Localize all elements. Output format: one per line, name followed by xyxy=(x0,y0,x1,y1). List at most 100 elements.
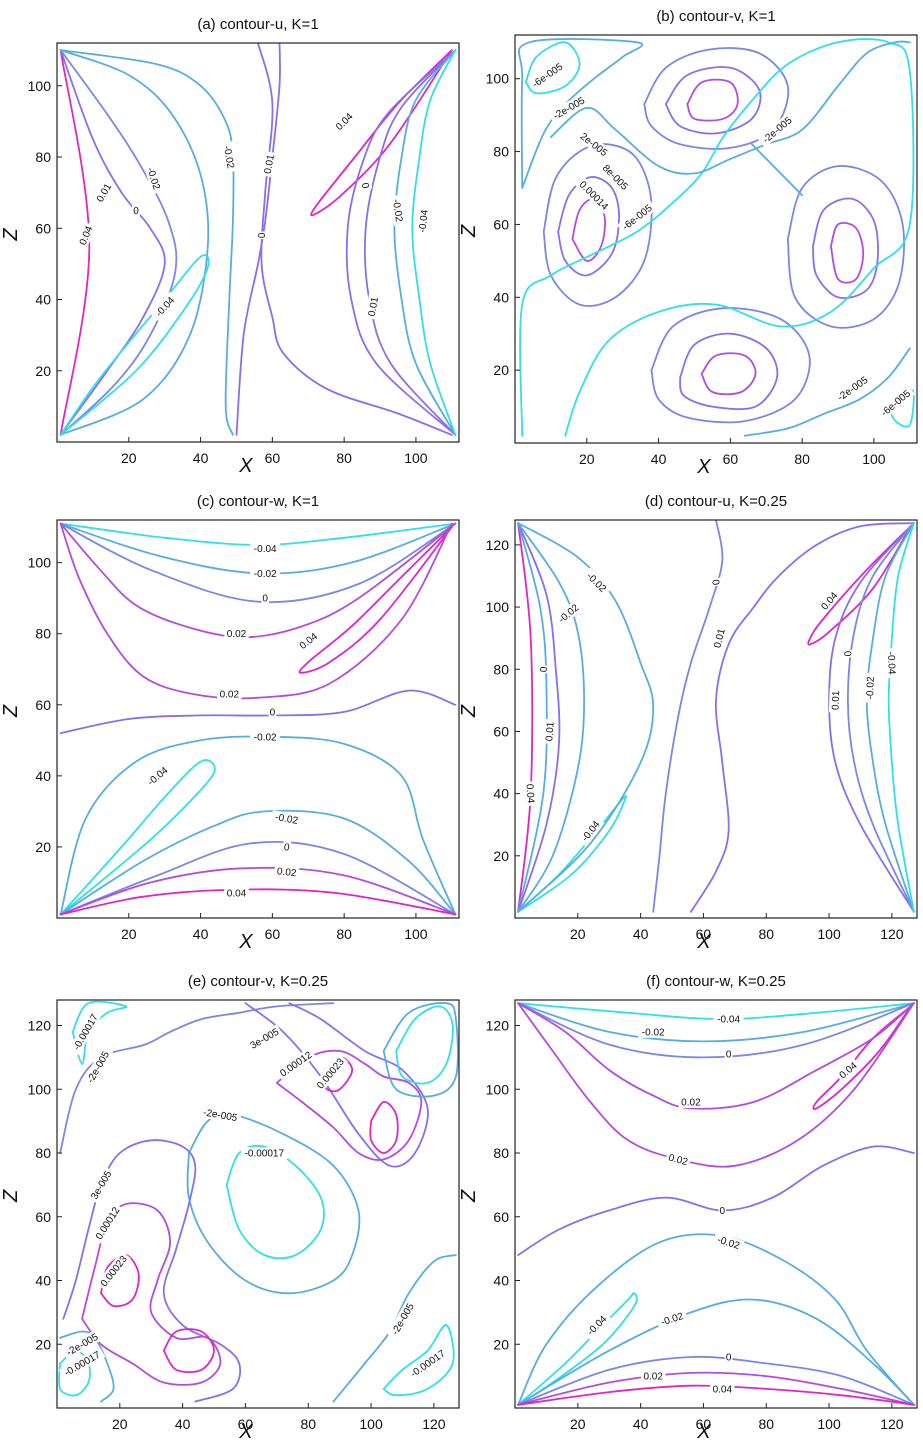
y-axis-label: Z xyxy=(0,704,22,718)
plot-frame xyxy=(56,999,460,1409)
y-tick-label: 60 xyxy=(493,723,509,739)
contour-label-text: 0 xyxy=(283,842,290,854)
contour-label: -0.02 xyxy=(655,1308,689,1330)
contour-line xyxy=(517,1355,915,1406)
contour-label-text: -2e-005 xyxy=(390,1301,417,1337)
panel-title: (e) contour-v, K=0.25 xyxy=(188,973,328,990)
contour-line xyxy=(59,759,216,916)
contour-line xyxy=(244,1002,429,1168)
contour-label-text: -0.02 xyxy=(865,676,877,700)
y-tick-label: 100 xyxy=(486,71,510,87)
contour-label-text: 0.02 xyxy=(276,866,297,879)
y-tick-label: 20 xyxy=(35,363,51,379)
y-tick-label: 80 xyxy=(493,1145,509,1161)
contour-line xyxy=(59,888,457,916)
contour-line xyxy=(828,522,915,913)
contour-line xyxy=(743,347,911,437)
contour-line xyxy=(59,49,210,436)
contour-label: 0.02 xyxy=(641,1370,666,1383)
contour-line xyxy=(643,47,790,150)
y-tick-label: 120 xyxy=(486,1018,510,1034)
contour-label-text: 0 xyxy=(359,182,371,190)
contour-label-text: -0.02 xyxy=(221,145,236,170)
contour-lines xyxy=(58,1000,459,1403)
contour-line xyxy=(59,522,457,546)
contour-label-text: 0 xyxy=(726,1353,732,1364)
y-tick-label: 60 xyxy=(493,1209,509,1225)
y-tick-label: 80 xyxy=(35,149,51,165)
y-tick-label: 100 xyxy=(28,555,52,571)
y-axis-label: Z xyxy=(0,228,22,242)
contour-label-text: 0 xyxy=(270,707,276,718)
contour-label: 0.02 xyxy=(217,688,242,701)
x-tick-label: 120 xyxy=(422,1416,446,1432)
contour-line xyxy=(650,307,811,424)
contour-label-text: 0.02 xyxy=(643,1372,663,1383)
x-tick-label: 20 xyxy=(570,1416,586,1432)
contour-line xyxy=(812,1005,912,1110)
y-tick-label: 40 xyxy=(493,786,509,802)
contour-line xyxy=(382,1324,455,1397)
contour-lines xyxy=(59,522,457,916)
contour-label-text: 8e-005 xyxy=(600,163,630,193)
contour-label: 0 xyxy=(268,705,277,718)
contour-label-text: 0.04 xyxy=(713,1384,733,1395)
panel-a: (a) contour-u, K=1 0.04 0.01 0 -0.02 -0.04 -0.… xyxy=(0,16,460,477)
contour-label: -0.04 xyxy=(581,1310,612,1340)
y-tick-label: 60 xyxy=(35,697,51,713)
contour-label-text: -6e-005 xyxy=(879,388,913,419)
x-axis-label: X xyxy=(696,1421,711,1443)
contour-label: -2e-005 xyxy=(198,1105,242,1125)
contour-line xyxy=(100,1254,140,1308)
contour-label-text: 0.02 xyxy=(681,1098,701,1109)
contour-label: -2e-005 xyxy=(82,1046,114,1088)
contour-label: 0.00012 xyxy=(91,1202,124,1244)
plot-frame xyxy=(56,519,460,919)
x-tick-label: 20 xyxy=(579,451,595,467)
contour-line xyxy=(186,1113,361,1295)
contour-line xyxy=(524,41,581,95)
plot-frame xyxy=(56,42,460,443)
x-tick-label: 100 xyxy=(404,450,428,466)
contour-line xyxy=(517,1002,915,1110)
contour-line xyxy=(517,522,534,913)
contour-label-text: -6e-005 xyxy=(531,61,566,90)
contour-label: 0 xyxy=(537,665,550,674)
y-tick-label: 120 xyxy=(28,1018,52,1034)
x-tick-label: 40 xyxy=(633,926,649,942)
x-axis-label: X xyxy=(696,931,711,953)
contour-label-text: -0.02 xyxy=(254,732,277,743)
contour-label: 0.04 xyxy=(710,1382,735,1395)
contour-label-text: 0 xyxy=(539,666,550,673)
contour-label-text: 0 xyxy=(255,232,266,238)
contour-line xyxy=(59,809,457,916)
x-tick-label: 100 xyxy=(817,1416,841,1432)
contour-line xyxy=(517,1002,915,1043)
y-axis-label: Z xyxy=(0,1189,22,1203)
contour-label: 0 xyxy=(261,592,269,605)
contour-line xyxy=(382,1002,459,1098)
contour-label: 0.01 xyxy=(92,179,115,207)
contour-label: 0.04 xyxy=(224,887,249,900)
y-tick-label: 100 xyxy=(486,599,510,615)
plot-frame xyxy=(514,999,918,1409)
contour-label-text: -0.02 xyxy=(642,1027,665,1038)
contour-line xyxy=(751,143,803,197)
contour-label: 0 xyxy=(359,180,373,191)
y-tick-label: 20 xyxy=(35,1336,51,1352)
contour-label: 0.01 xyxy=(542,718,557,744)
contour-label-text: 3e-005 xyxy=(249,1026,282,1051)
panel-b: (b) contour-v, K=1-6e-005-2e-0050.000148… xyxy=(458,8,918,478)
contour-label-text: 0.04 xyxy=(227,889,247,900)
y-tick-label: 80 xyxy=(35,626,51,642)
contour-label-text: 0.02 xyxy=(667,1153,689,1169)
x-tick-label: 60 xyxy=(723,451,739,467)
contour-line xyxy=(369,1101,399,1154)
contour-label-text: -0.02 xyxy=(144,166,162,191)
contour-label-text: 0 xyxy=(720,1206,726,1217)
contour-label: 0.02 xyxy=(273,864,300,879)
contour-label-text: -0.00017 xyxy=(409,1348,448,1380)
contour-label: 0 xyxy=(709,577,723,587)
contour-label-text: 0.00012 xyxy=(278,1049,314,1079)
contour-line xyxy=(298,526,453,674)
